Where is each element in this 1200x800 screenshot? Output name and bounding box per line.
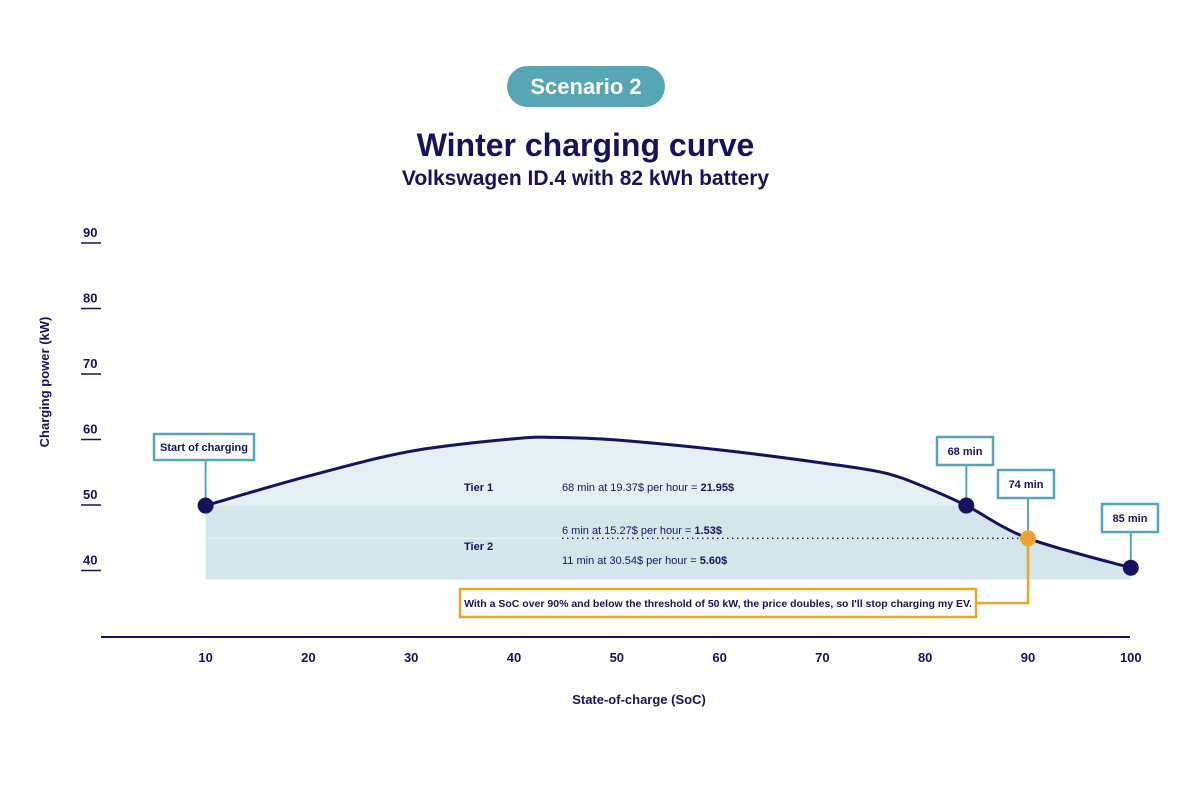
tier-1-region [205, 437, 1131, 506]
callout-box [1100, 502, 1160, 534]
callout-box [152, 432, 256, 462]
annotation-text: With a SoC over 90% and below the thresh… [464, 598, 972, 610]
data-point [197, 497, 214, 514]
annotation-box [458, 587, 978, 619]
tier-cost-line: 6 min at 15.27$ per hour = 1.53$ [562, 525, 722, 537]
scenario-badge: Scenario 2 [507, 66, 665, 107]
x-tick-label: 90 [1021, 650, 1035, 665]
x-tick-label: 70 [815, 650, 829, 665]
callout-label: 74 min [1009, 479, 1044, 491]
x-tick-label: 20 [301, 650, 315, 665]
tier-cost-line: 68 min at 19.37$ per hour = 21.95$ [562, 482, 734, 494]
x-axis-title: State-of-charge (SoC) [572, 692, 706, 707]
x-tick-label: 100 [1120, 650, 1142, 665]
tier-cost-line: 11 min at 30.54$ per hour = 5.60$ [562, 555, 727, 567]
data-point [1020, 530, 1036, 547]
chart-subtitle: Volkswagen ID.4 with 82 kWh battery [401, 167, 770, 190]
callout-label: Start of charging [160, 442, 248, 454]
x-tick-label: 60 [712, 650, 726, 665]
y-tick-label: 40 [83, 553, 97, 568]
x-tick-label: 30 [404, 650, 418, 665]
y-tick-label: 80 [83, 291, 97, 306]
data-point [1122, 559, 1139, 576]
y-tick-label: 70 [83, 356, 97, 371]
tier-labels: Tier 1 68 min at 19.37$ per hour = 21.95$… [464, 482, 734, 567]
chart-title: Winter charging curve [416, 127, 755, 163]
callout-box [935, 435, 995, 467]
tier-2-region [205, 505, 1131, 580]
x-tick-label: 80 [918, 650, 932, 665]
axes-layer: 10 20 30 40 50 60 70 80 90 100 40 50 60 70 80 90 State-o… [37, 225, 1142, 707]
x-tick-label: 40 [507, 650, 521, 665]
annotation-connector [977, 546, 1030, 605]
markers-layer: Start of charging 68 min 74 min 85 min With … [152, 432, 1160, 619]
x-tick-label: 50 [610, 650, 624, 665]
y-tick-label: 50 [83, 487, 97, 502]
data-point [958, 497, 975, 514]
tier-name: Tier 1 [464, 482, 493, 494]
y-axis-title: Charging power (kW) [37, 317, 52, 448]
y-tick-label: 60 [83, 422, 97, 437]
x-tick-label: 10 [198, 650, 212, 665]
y-tick-label: 90 [83, 225, 97, 240]
callout-label: 68 min [948, 446, 983, 458]
callout-box [996, 468, 1056, 500]
callout-label: 85 min [1113, 513, 1148, 525]
tier-name: Tier 2 [464, 541, 493, 553]
